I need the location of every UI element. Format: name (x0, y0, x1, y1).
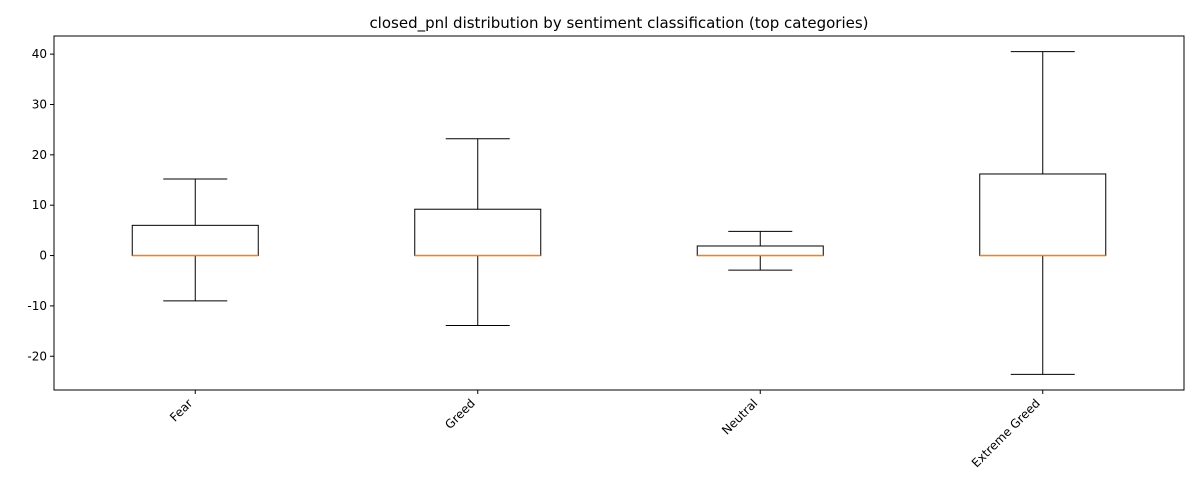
y-tick-label: 40 (32, 47, 47, 61)
x-tick-label: Extreme Greed (969, 396, 1043, 470)
y-tick-label: 0 (39, 249, 47, 263)
y-tick-label: 30 (32, 97, 47, 111)
plot-area: -20 -10 0 10 20 30 40 Fear Greed Neutral Extreme G… (27, 47, 1107, 470)
box-iqr (979, 173, 1107, 257)
y-tick-label: -10 (27, 299, 47, 313)
y-tick-label: 10 (32, 198, 47, 212)
x-tick-label: Neutral (719, 396, 760, 437)
box-iqr (131, 224, 259, 257)
box-iqr (414, 208, 542, 257)
x-tick-label: Fear (167, 396, 195, 424)
x-tick-label: Greed (442, 396, 478, 432)
y-tick-label: 20 (32, 148, 47, 162)
plot-frame (53, 35, 1185, 391)
chart-title: closed_pnl distribution by sentiment cla… (369, 14, 868, 33)
box-iqr (696, 245, 824, 257)
y-tick-label: -20 (27, 349, 47, 363)
